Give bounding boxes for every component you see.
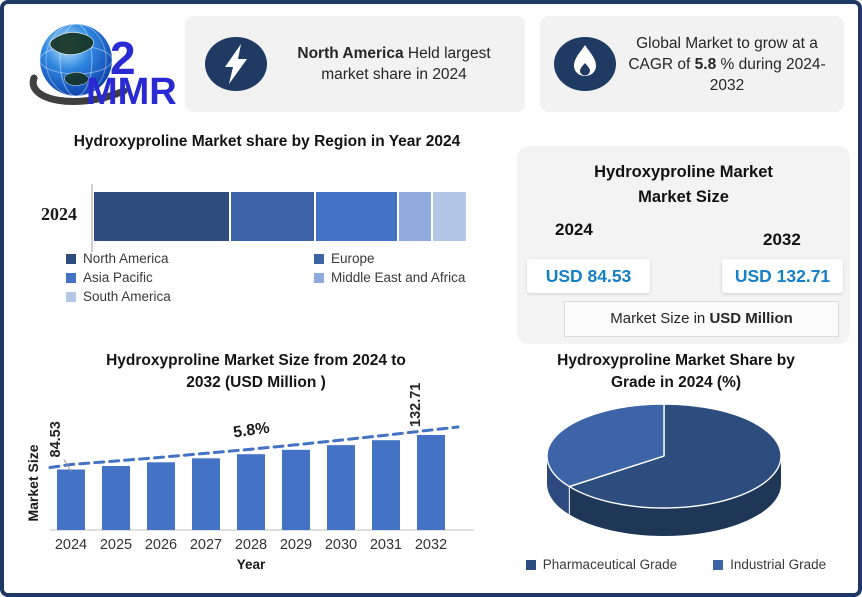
pie-chart-title-line1: Hydroxyproline Market Share by bbox=[499, 350, 853, 372]
x-axis-label: Year bbox=[237, 557, 266, 572]
legend-label: Pharmaceutical Grade bbox=[543, 557, 677, 572]
bar-2026 bbox=[147, 462, 175, 530]
x-tick-2029: 2029 bbox=[280, 537, 312, 553]
infobox-year-2024: 2024 bbox=[555, 220, 593, 240]
region-segment-north-america bbox=[94, 192, 229, 241]
legend-swatch bbox=[66, 292, 76, 302]
bar-2027 bbox=[192, 458, 220, 530]
bar-2031 bbox=[372, 440, 400, 530]
region-segment-south-america bbox=[433, 192, 466, 241]
region-y-axis-line bbox=[91, 184, 93, 252]
market-size-unit-note: Market Size in USD Million bbox=[564, 301, 839, 337]
market-size-bar-chart: 84.53 132.71 5.8% 2024 2025 2026 2027 2028 2029 2… bbox=[26, 377, 484, 573]
callout-bold: 5.8 bbox=[695, 56, 717, 73]
market-size-value-2024: USD 84.53 bbox=[527, 259, 650, 293]
infobox-title-line1: Hydroxyproline Market bbox=[517, 160, 850, 185]
legend-label: Middle East and Africa bbox=[331, 270, 465, 285]
mmr-logo: 2 MMR bbox=[24, 16, 186, 110]
grade-legend: Pharmaceutical Grade Industrial Grade bbox=[499, 557, 853, 572]
unit-note-pre: Market Size in bbox=[610, 310, 709, 327]
market-size-value-2032: USD 132.71 bbox=[722, 259, 843, 293]
x-tick-2031: 2031 bbox=[370, 537, 402, 553]
bar-2030 bbox=[327, 445, 355, 530]
infobox-title-line2: Market Size bbox=[517, 185, 850, 210]
cagr-annotation: 5.8% bbox=[232, 420, 270, 442]
legend-swatch bbox=[713, 560, 723, 570]
legend-swatch bbox=[314, 254, 324, 264]
legend-item: Europe bbox=[314, 251, 496, 266]
infographic-canvas: 2 MMR North America Held largest market … bbox=[0, 0, 862, 597]
market-size-infobox: Hydroxyproline Market Market Size 2024 2… bbox=[517, 146, 850, 344]
legend-item: South America bbox=[66, 289, 314, 304]
callout-bold: North America bbox=[297, 45, 403, 62]
legend-label: South America bbox=[83, 289, 171, 304]
legend-item: Middle East and Africa bbox=[314, 270, 496, 285]
legend-label: Asia Pacific bbox=[83, 270, 153, 285]
x-tick-2028: 2028 bbox=[235, 537, 267, 553]
legend-item: Industrial Grade bbox=[713, 557, 826, 572]
x-tick-2026: 2026 bbox=[145, 537, 177, 553]
callout-north-america: North America Held largest market share … bbox=[185, 16, 525, 112]
legend-swatch bbox=[66, 254, 76, 264]
callout-text: North America Held largest market share … bbox=[267, 43, 525, 85]
x-tick-2030: 2030 bbox=[325, 537, 357, 553]
pie-chart-title: Hydroxyproline Market Share by Grade in … bbox=[499, 350, 853, 394]
x-tick-2025: 2025 bbox=[100, 537, 132, 553]
bar-chart-title-line1: Hydroxyproline Market Size from 2024 to bbox=[30, 350, 482, 372]
legend-item: Asia Pacific bbox=[66, 270, 314, 285]
bar-2024 bbox=[57, 469, 85, 530]
y-axis-label: Market Size bbox=[26, 444, 41, 521]
flame-icon bbox=[554, 37, 616, 91]
bar-2028 bbox=[237, 454, 265, 530]
callout-cagr: Global Market to grow at a CAGR of 5.8 %… bbox=[540, 16, 844, 112]
region-segment-europe bbox=[231, 192, 314, 241]
logo-brand-text: MMR bbox=[86, 71, 177, 110]
region-axis-category: 2024 bbox=[34, 204, 84, 225]
x-tick-2032: 2032 bbox=[415, 537, 447, 553]
grade-share-pie-chart bbox=[499, 396, 859, 554]
callout-post: % during 2024-2032 bbox=[710, 56, 826, 94]
bar-2025 bbox=[102, 466, 130, 530]
pie-chart-title-line2: Grade in 2024 (%) bbox=[499, 372, 853, 394]
region-segment-asia-pacific bbox=[316, 192, 397, 241]
last-bar-value-label: 132.71 bbox=[408, 383, 424, 427]
legend-item: North America bbox=[66, 251, 314, 266]
legend-label: North America bbox=[83, 251, 169, 266]
region-segment-middle-east-and-africa bbox=[399, 192, 430, 241]
lightning-icon bbox=[205, 37, 267, 91]
legend-swatch bbox=[314, 273, 324, 283]
callout-text: Global Market to grow at a CAGR of 5.8 %… bbox=[616, 33, 844, 96]
bar-2029 bbox=[282, 450, 310, 530]
region-legend: North America Europe Asia Pacific Middle Ea… bbox=[66, 251, 496, 304]
region-chart-title: Hydroxyproline Market share by Region in… bbox=[32, 131, 502, 153]
first-bar-value-label: 84.53 bbox=[48, 421, 64, 457]
x-tick-2027: 2027 bbox=[190, 537, 222, 553]
infobox-year-2032: 2032 bbox=[763, 230, 801, 250]
unit-note-bold: USD Million bbox=[709, 310, 792, 327]
legend-swatch bbox=[526, 560, 536, 570]
legend-item: Pharmaceutical Grade bbox=[526, 557, 677, 572]
x-tick-2024: 2024 bbox=[55, 537, 87, 553]
region-stacked-bar bbox=[94, 192, 466, 241]
legend-label: Industrial Grade bbox=[730, 557, 826, 572]
bar-2032 bbox=[417, 435, 445, 530]
legend-swatch bbox=[66, 273, 76, 283]
legend-label: Europe bbox=[331, 251, 375, 266]
